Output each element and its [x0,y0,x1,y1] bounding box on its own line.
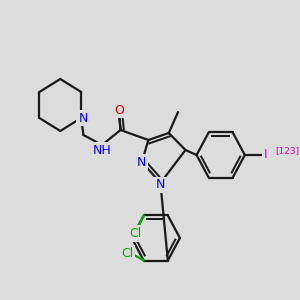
Text: Cl: Cl [121,247,133,260]
Text: [123]: [123] [275,146,299,155]
Text: Cl: Cl [129,227,142,240]
Text: I: I [263,148,267,161]
Text: N: N [137,155,147,169]
Text: NH: NH [93,143,111,157]
Text: N: N [78,112,88,124]
Text: N: N [156,178,165,191]
Text: O: O [114,103,124,116]
